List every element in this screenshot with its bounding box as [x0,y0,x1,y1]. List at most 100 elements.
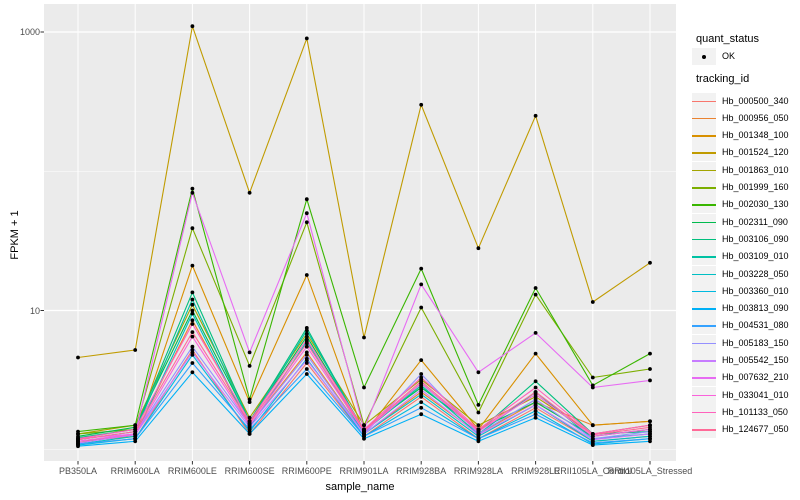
x-tick-label: RRII105LA_Control [553,466,632,476]
legend-item-label: Hb_007632_210 [722,372,789,383]
legend-item-label: Hb_003360_010 [722,285,789,296]
legend-key [692,248,716,266]
legend-item-tracking: Hb_001348_100 [684,127,800,145]
legend-key [692,369,716,387]
legend-key [692,48,716,65]
legend-item-label: Hb_004531_080 [722,320,789,331]
data-point [419,405,424,410]
legend-key [692,300,716,318]
data-point [190,370,195,375]
legend-item-label: Hb_124677_050 [722,424,789,435]
legend-key-line-icon [692,411,716,414]
legend-key [692,334,716,352]
data-point [304,334,309,339]
legend-item-tracking: Hb_005542_150 [684,352,800,369]
data-point [533,412,538,417]
data-point [190,190,195,195]
data-point [419,102,424,107]
data-point [247,350,252,355]
legend-title-quant-status: quant_status [696,33,759,45]
data-point [533,409,538,413]
legend-item-label: Hb_003109_010 [722,251,789,262]
legend-item-tracking: Hb_003109_010 [684,248,800,266]
legend-key [692,109,716,127]
legend-key-line-icon [692,238,716,241]
data-point [648,432,652,436]
data-point [304,273,309,277]
data-point [476,403,481,407]
legend-item-label: Hb_002030_130 [722,199,789,210]
data-point [247,432,252,436]
data-point [133,429,138,434]
x-tick-label: RRIM928LA [453,466,503,476]
data-point [648,436,652,441]
data-point [419,400,424,404]
data-point [304,211,309,216]
legend-title-tracking-id: tracking_id [696,73,750,85]
data-point [247,190,252,195]
x-tick-label: RRIM600PE [281,466,332,476]
legend-key [692,317,716,335]
data-point [419,282,424,287]
legend-item-tracking: Hb_003813_090 [684,300,800,318]
legend-item-tracking: Hb_002311_090 [684,213,800,231]
legend-item-tracking: Hb_001999_160 [684,179,800,196]
legend-item-tracking: Hb_004531_080 [684,317,800,335]
x-tick-label: RRIM600LA [110,466,160,476]
data-point [648,367,652,371]
legend-item-label: Hb_005183_150 [722,337,789,348]
data-point [648,378,652,383]
data-point [590,300,595,304]
data-point [133,436,138,441]
data-point [304,372,309,376]
legend: quant_status OK tracking_id Hb_000500_34… [684,0,800,500]
data-point [533,292,538,297]
legend-item-tracking: Hb_007632_210 [684,369,800,387]
x-tick-label: RRIM928LE [511,466,561,476]
data-point [190,226,195,231]
data-point [190,350,195,355]
data-point [648,425,652,430]
legend-key [692,127,716,145]
legend-item-label: Hb_003228_050 [722,268,789,279]
legend-key-line-icon [692,221,716,224]
data-point [304,367,309,371]
x-tick-label: RRIM600LE [167,466,217,476]
data-point [476,423,481,428]
legend-item-tracking: Hb_003228_050 [684,265,800,283]
x-tick-label: PB350LA [58,466,98,476]
legend-key-line-icon [692,342,716,345]
y-tick-label: 1000 [20,27,41,37]
data-point [247,364,252,368]
legend-item-label: Hb_001524_120 [722,147,789,158]
data-point [648,351,652,356]
data-point [533,379,538,384]
legend-key-line-icon [692,169,716,172]
legend-key-line-icon [692,429,716,431]
legend-key-line-icon [692,377,716,379]
data-point [304,361,309,365]
data-point [247,397,252,402]
legend-item-label: OK [722,51,736,61]
data-point [133,439,138,444]
data-point [304,36,309,41]
data-point [133,348,138,352]
legend-item-tracking: Hb_002030_130 [684,196,800,214]
data-point [362,385,366,390]
data-point [419,358,424,362]
legend-item-tracking: Hb_005183_150 [684,334,800,352]
data-point [419,379,424,384]
x-tick-label: RRIM928BA [396,466,447,476]
x-tick-label: RRIM901LA [339,466,389,476]
legend-item-tracking: Hb_101133_050 [684,403,800,421]
data-point [533,397,538,402]
data-point [590,441,595,445]
legend-key [692,161,716,179]
data-point [419,387,424,392]
legend-key [692,386,716,404]
legend-key [692,213,716,231]
data-point [190,318,195,323]
ok-point-icon [702,54,706,59]
data-point [362,428,366,433]
